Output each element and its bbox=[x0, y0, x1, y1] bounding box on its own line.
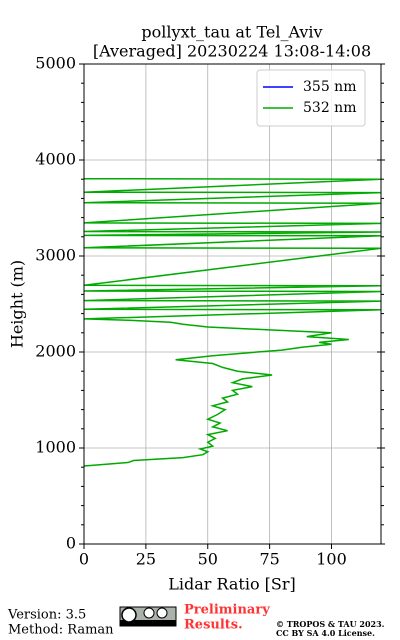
y-tick-label: 1000 bbox=[35, 438, 76, 457]
chart-title: [Averaged] 20230224 13:08-14:08 bbox=[93, 42, 371, 61]
license: © TROPOS & TAU 2023. bbox=[276, 619, 385, 629]
chart-title: pollyxt_tau at Tel_Aviv bbox=[141, 23, 322, 42]
y-tick-label: 4000 bbox=[35, 150, 76, 169]
license: CC BY SA 4.0 License. bbox=[276, 628, 375, 638]
version: Version: 3.5 bbox=[7, 608, 86, 623]
x-axis-label: Lidar Ratio [Sr] bbox=[168, 575, 296, 594]
y-axis-label: Height (m) bbox=[8, 260, 27, 348]
plot: 0 1000 2000 3000 4000 5000 0 25 50 75 100 355 nm 532… bbox=[35, 54, 385, 569]
notice: Preliminary bbox=[184, 603, 270, 618]
x-tick-label: 75 bbox=[259, 550, 279, 569]
notice: Results. bbox=[184, 618, 243, 633]
y-tick-label: 0 bbox=[66, 534, 76, 553]
x-tick-label: 25 bbox=[136, 550, 156, 569]
method: Method: Raman bbox=[8, 623, 114, 638]
plot-frame bbox=[83, 63, 382, 545]
legend-label: 355 nm bbox=[303, 79, 356, 95]
y-tick-label: 5000 bbox=[35, 54, 76, 73]
x-tick-label: 50 bbox=[198, 550, 218, 569]
cc-badge bbox=[119, 606, 177, 627]
legend-label: 532 nm bbox=[303, 100, 356, 116]
x-tick-label: 0 bbox=[79, 550, 89, 569]
y-tick-label: 3000 bbox=[35, 246, 76, 265]
legend-box bbox=[256, 69, 366, 127]
x-tick-label: 100 bbox=[316, 550, 347, 569]
profile-line bbox=[84, 177, 381, 467]
y-tick-label: 2000 bbox=[35, 342, 76, 361]
